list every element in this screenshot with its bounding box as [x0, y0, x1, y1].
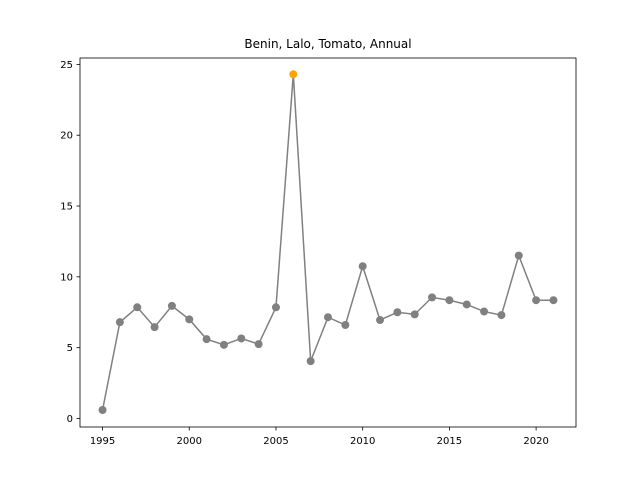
x-tick-label: 2020	[523, 436, 548, 447]
data-point	[393, 308, 401, 316]
data-point	[237, 334, 245, 342]
series-line	[103, 74, 554, 410]
x-tick-label: 2015	[437, 436, 462, 447]
data-point	[116, 318, 124, 326]
y-tick-label: 25	[60, 60, 73, 71]
y-tick-label: 20	[60, 131, 73, 142]
data-point	[203, 335, 211, 343]
y-tick-label: 0	[67, 414, 73, 425]
data-point	[220, 341, 228, 349]
data-point	[307, 357, 315, 365]
plot-frame	[80, 58, 576, 427]
y-tick-label: 15	[60, 202, 73, 213]
data-point	[480, 308, 488, 316]
data-point	[324, 313, 332, 321]
x-tick-label: 2010	[350, 436, 375, 447]
x-tick-label: 2000	[177, 436, 202, 447]
highlighted-data-point	[289, 70, 297, 78]
data-point	[99, 406, 107, 414]
plot-points	[99, 70, 558, 414]
data-point	[497, 311, 505, 319]
data-point	[428, 293, 436, 301]
chart-title: Benin, Lalo, Tomato, Annual	[244, 37, 411, 51]
x-tick-label: 2005	[263, 436, 288, 447]
data-point	[532, 296, 540, 304]
data-point	[133, 303, 141, 311]
data-point	[359, 262, 367, 270]
data-point	[255, 340, 263, 348]
data-point	[272, 303, 280, 311]
y-axis: 0 5 10 15 20 25	[60, 60, 80, 425]
data-point	[376, 316, 384, 324]
y-tick-label: 5	[67, 343, 73, 354]
data-point	[151, 323, 159, 331]
plot-lines	[103, 74, 554, 410]
y-tick-label: 10	[60, 272, 73, 283]
x-tick-label: 1995	[90, 436, 115, 447]
data-point	[411, 310, 419, 318]
x-axis: 1995 2000 2005 2010 2015 2020	[90, 427, 549, 447]
data-point	[515, 252, 523, 260]
data-point	[341, 321, 349, 329]
data-point	[445, 296, 453, 304]
data-point	[549, 296, 557, 304]
data-point	[463, 300, 471, 308]
data-point	[185, 315, 193, 323]
data-point	[168, 302, 176, 310]
